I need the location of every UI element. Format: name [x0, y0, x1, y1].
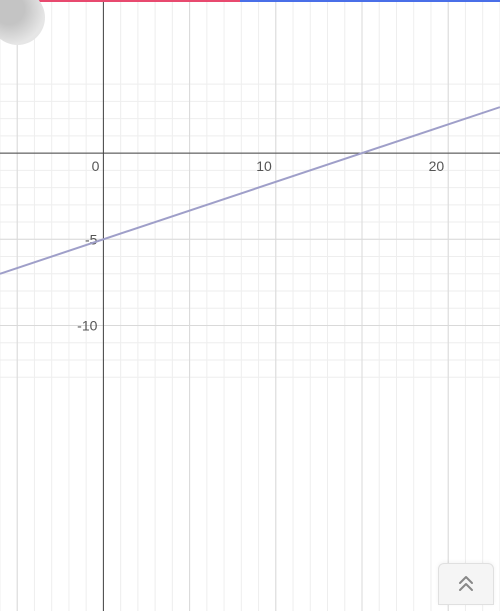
chevron-double-up-icon	[455, 573, 477, 595]
graph-plot[interactable]: 01020-5-10	[0, 0, 500, 611]
scroll-up-button[interactable]	[438, 563, 494, 605]
y-tick-label: -10	[77, 318, 97, 334]
x-tick-label: 20	[429, 158, 445, 174]
top-accent-bar	[0, 0, 500, 2]
chart-container: 01020-5-10	[0, 0, 500, 611]
x-tick-label: 10	[256, 158, 272, 174]
x-tick-label: 0	[92, 158, 100, 174]
